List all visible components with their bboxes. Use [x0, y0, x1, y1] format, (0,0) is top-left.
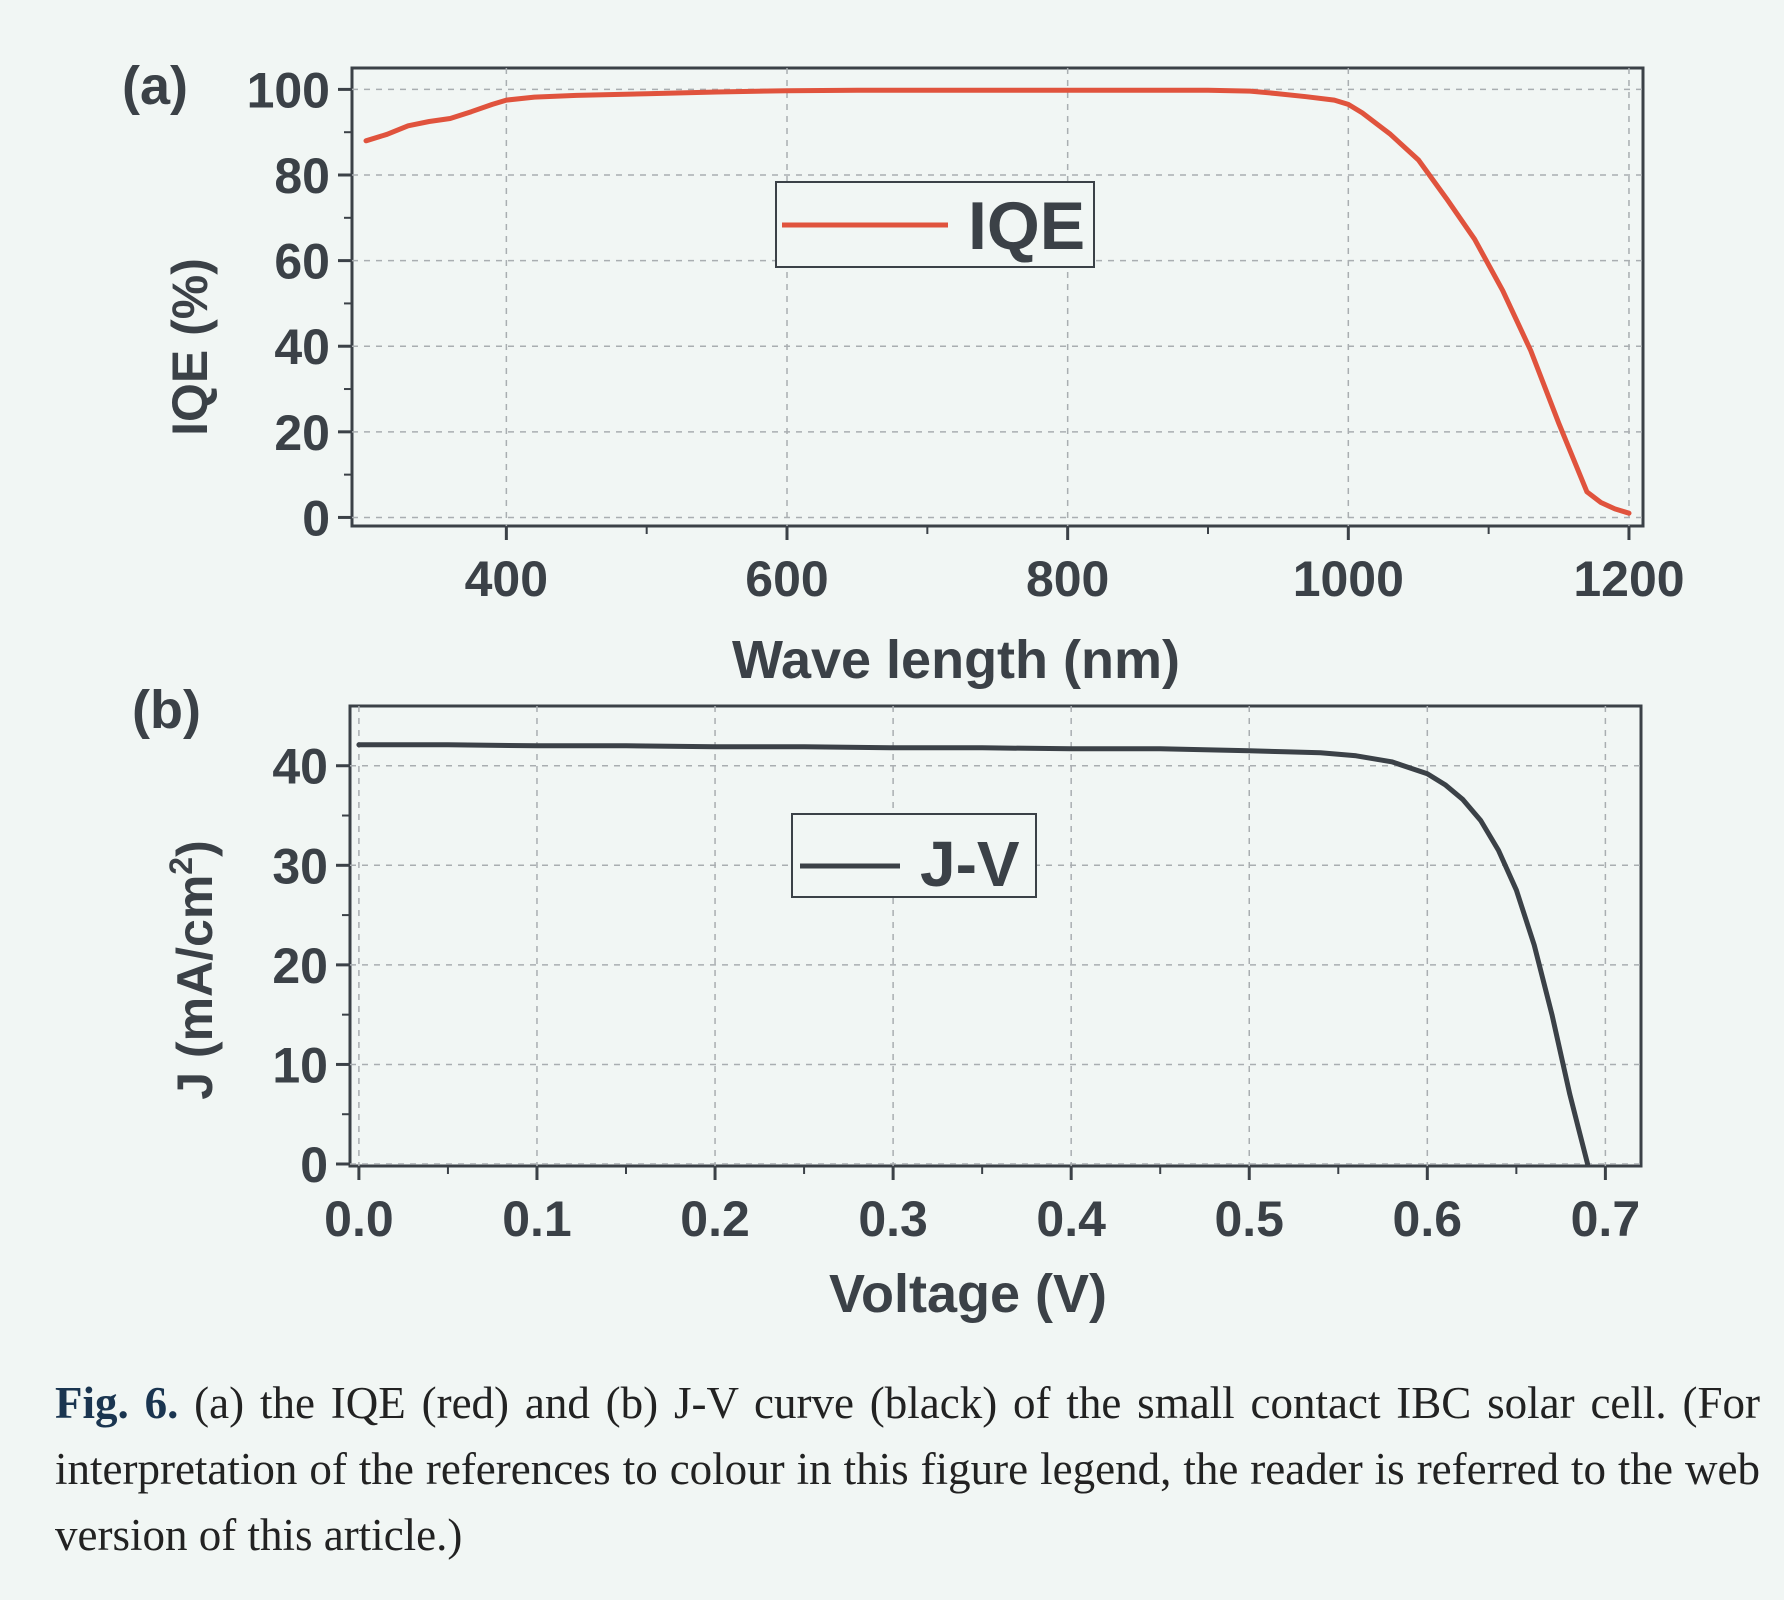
x-tick-label: 1000 — [1293, 551, 1404, 607]
panel-a-frame — [350, 66, 1645, 528]
figure-caption: Fig. 6. (a) the IQE (red) and (b) J-V cu… — [55, 1370, 1760, 1568]
legend-label-iqe: IQE — [968, 188, 1085, 264]
x-tick-label: 0.7 — [1571, 1191, 1641, 1247]
series-line-iqe — [363, 87, 1632, 516]
y-tick-label: 60 — [274, 234, 330, 290]
x-tick-label: 1200 — [1573, 551, 1684, 607]
y-tick-label: 80 — [274, 148, 330, 204]
x-tick-label: 0.4 — [1036, 1191, 1106, 1247]
y-tick-label: 20 — [274, 405, 330, 461]
panel-a-series — [363, 87, 1632, 516]
series-line-j-v — [356, 742, 1591, 1167]
y-tick-label: 0 — [300, 1137, 328, 1193]
x-tick-label: 600 — [745, 551, 828, 607]
y-tick-label: 30 — [272, 838, 328, 894]
x-tick-label: 400 — [465, 551, 548, 607]
panel-b-jv-chart: (b) 0.0 0.1 0.2 0.3 0.4 0.5 0.6 0.7 0 10 20 30 40 J-… — [132, 680, 1643, 1324]
panel-a-iqe-chart: (a) 400 600 800 1000 1200 0 20 40 60 80 100 IQE Wa… — [122, 56, 1685, 690]
y-tick-label: 20 — [272, 938, 328, 994]
panel-a-x-axis-title: Wave length (nm) — [732, 630, 1180, 690]
legend-label-jv: J-V — [920, 828, 1020, 900]
y-tick-label: 0 — [302, 490, 330, 546]
panel-b-label: (b) — [132, 680, 201, 740]
panel-b-legend-box — [791, 813, 1037, 898]
panel-b-y-axis-title: J (mA/cm2) — [163, 840, 223, 1100]
panel-a-legend: IQE — [775, 181, 1095, 268]
caption-label: Fig. 6. — [55, 1378, 179, 1428]
panel-a-grid — [352, 68, 1643, 526]
panel-a-ticks: 400 600 800 1000 1200 0 20 40 60 80 100 — [247, 62, 1685, 607]
x-tick-label: 0.2 — [680, 1191, 750, 1247]
y-tick-label: 10 — [272, 1037, 328, 1093]
panel-a-y-axis-title: IQE (%) — [162, 258, 218, 436]
panel-b-ticks: 0.0 0.1 0.2 0.3 0.4 0.5 0.6 0.7 0 10 20 30 40 — [272, 739, 1640, 1247]
y-tick-label: 40 — [272, 739, 328, 795]
panel-b-x-axis-title: Voltage (V) — [829, 1264, 1107, 1324]
y-tick-label: 40 — [274, 319, 330, 375]
panel-b-y-axis-title-superscript: 2 — [163, 857, 199, 875]
y-tick-label: 100 — [247, 62, 330, 118]
panel-b-series — [356, 742, 1591, 1167]
x-tick-label: 0.5 — [1214, 1191, 1284, 1247]
panel-b-y-axis-title-end: ) — [167, 840, 223, 857]
x-tick-label: 800 — [1026, 551, 1109, 607]
panel-b-legend: J-V — [791, 813, 1037, 900]
panel-b-grid — [350, 706, 1641, 1166]
x-tick-label: 0.0 — [324, 1191, 394, 1247]
x-tick-label: 0.1 — [502, 1191, 572, 1247]
x-tick-label: 0.3 — [858, 1191, 928, 1247]
panel-b-frame — [348, 704, 1643, 1168]
caption-text: (a) the IQE (red) and (b) J-V curve (bla… — [55, 1378, 1760, 1560]
x-tick-label: 0.6 — [1393, 1191, 1463, 1247]
panel-b-y-axis-title-base: J (mA/cm — [167, 875, 223, 1100]
panel-a-label: (a) — [122, 56, 188, 116]
